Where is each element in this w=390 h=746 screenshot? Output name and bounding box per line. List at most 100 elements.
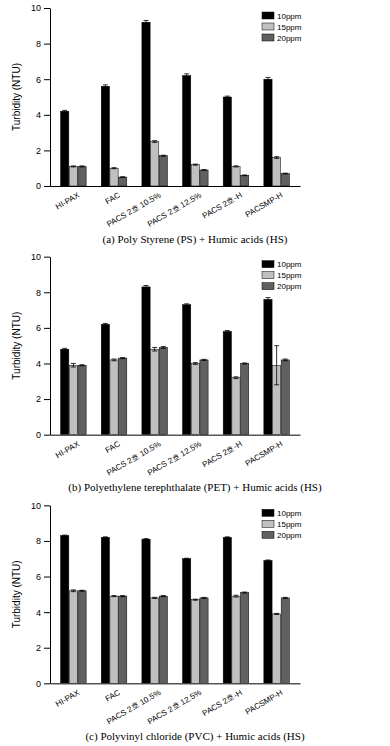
error-bar-cap [193,600,198,601]
error-bar [71,590,76,592]
error-bar-cap [201,359,206,360]
bar [119,596,127,683]
legend-label: 15ppm [277,23,302,32]
legend: 10ppm15ppm20ppm [262,12,302,43]
error-bar-cap [265,77,270,78]
y-tick-label: 8 [36,536,41,546]
error-bar-cap [120,596,125,597]
x-tick-label: HI-PAX [54,190,82,211]
error-bar-cap [201,169,206,170]
legend-swatch [262,12,274,19]
error-bar [265,298,270,302]
error-bar-cap [62,112,67,113]
error-bar-cap [274,613,279,614]
error-bar-cap [103,325,108,326]
bar [159,347,167,434]
error-bar-cap [103,84,108,85]
error-bar [161,155,166,156]
y-tick-mark [44,577,50,578]
bar [281,174,289,186]
bar [273,158,281,186]
error-bar-cap [233,165,238,166]
error-bar-cap [274,158,279,159]
figure: 0246810HI-PAXFACPACS 2호 10.5%PACS 2호 12.… [0,0,390,746]
plot-area [61,535,290,683]
error-bar-stem [267,77,268,81]
y-tick-mark [44,505,50,506]
error-bar-cap [184,73,189,74]
y-tick: 6 [36,572,50,582]
bar [151,142,159,187]
x-tick-label: FAC [104,191,122,207]
bar [232,596,240,683]
error-bar [242,592,247,593]
x-tick-label: PACS 2호-H [201,191,244,221]
error-bar-cap [80,591,85,592]
bar [281,598,289,683]
error-bar-cap [242,174,247,175]
error-bar-cap [265,559,270,560]
error-bar [103,85,108,88]
x-tick-label: PACSMP-H [244,439,285,468]
y-tick-label: 6 [36,323,41,333]
bar [223,331,231,434]
error-bar [283,359,288,361]
error-bar-cap [161,155,166,156]
error-bar-cap [120,358,125,359]
legend-label: 15ppm [277,520,302,529]
x-tick: HI-PAX [54,435,82,460]
error-bar-cap [71,589,76,590]
error-bar-cap [144,538,149,539]
error-bar-cap [184,305,189,306]
y-tick-mark [44,683,50,684]
error-bar [225,331,230,333]
bar [232,378,240,435]
x-tick-label: PACSMP-H [244,191,285,220]
x-tick-label: PACS 2호 12.5% [146,688,203,726]
legend-item: 20ppm [262,34,302,43]
error-bar [274,157,279,159]
y-tick-mark [44,328,50,329]
y-tick-label: 4 [36,110,41,120]
legend-item: 10ppm [262,260,302,269]
legend-swatch [262,531,274,538]
error-bar-cap [201,360,206,361]
error-bar-cap [184,303,189,304]
y-tick-label: 6 [36,75,41,85]
y-tick: 6 [36,323,50,333]
y-tick-mark [44,612,50,613]
x-tick: PACS 2호 12.5% [146,186,203,229]
legend-swatch [262,520,274,527]
bar [281,360,289,435]
y-tick-mark [44,541,50,542]
error-bar-cap [71,591,76,592]
bar [78,365,86,434]
error-bar [112,168,117,169]
y-tick: 0 [36,679,50,689]
error-bar-cap [274,156,279,157]
bar [142,287,150,435]
x-tick-label: FAC [104,688,122,704]
bar [61,111,69,186]
x-tick: FAC [104,435,122,455]
legend-item: 20ppm [262,282,302,291]
x-tick: PACS 2호 12.5% [146,683,203,726]
error-bar-cap [112,595,117,596]
error-bar-cap [283,173,288,174]
error-bar-cap [161,595,166,596]
bar [101,86,109,186]
error-bar-cap [103,537,108,538]
error-bar-cap [120,176,125,177]
error-bar [201,169,206,171]
error-bar-cap [112,360,117,361]
error-bar-cap [62,535,67,536]
bar [223,97,231,186]
error-bar-cap [80,590,85,591]
x-tick: PACSMP-H [244,683,285,716]
y-tick-mark [44,435,50,436]
y-tick-mark [44,8,50,9]
bar [264,561,272,684]
bar [241,175,249,186]
bar [119,177,127,186]
bar [142,22,150,186]
